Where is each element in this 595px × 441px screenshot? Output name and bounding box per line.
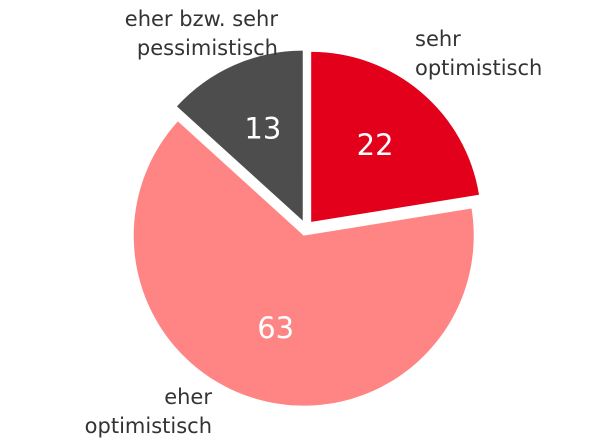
category-label: sehr optimistisch — [415, 27, 542, 80]
category-label: eher bzw. sehr pessimistisch — [125, 7, 279, 60]
pie-slice — [311, 51, 480, 222]
value-label: 22 — [357, 128, 394, 162]
value-label: 63 — [257, 311, 294, 345]
category-label: eher optimistisch — [85, 385, 213, 438]
value-label: 13 — [244, 112, 281, 146]
pie-slice — [176, 50, 303, 221]
pie-slice — [133, 121, 474, 406]
